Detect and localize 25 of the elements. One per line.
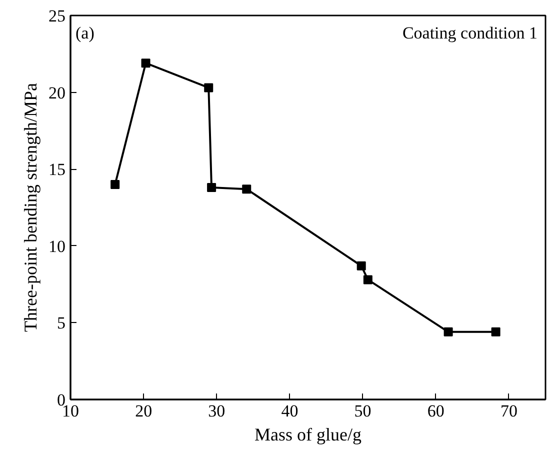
x-tick-label: 70 xyxy=(500,402,518,420)
point xyxy=(444,327,453,336)
x-tick-label: 30 xyxy=(208,402,226,420)
x-tick-label: 50 xyxy=(354,402,372,420)
y-tick-label: 15 xyxy=(48,160,66,180)
x-tick-label: 40 xyxy=(281,402,298,420)
annotation: Coating condition 1 xyxy=(402,24,538,42)
point xyxy=(363,275,372,284)
x-tick-label: 60 xyxy=(427,402,444,420)
point xyxy=(110,180,120,189)
y-tick-label: 10 xyxy=(48,236,66,256)
point xyxy=(356,261,366,270)
point xyxy=(204,83,214,92)
point xyxy=(242,184,252,194)
point xyxy=(207,183,216,192)
x-tick-label: 20 xyxy=(135,402,152,420)
annotation: (a) xyxy=(76,24,94,42)
point xyxy=(141,58,150,68)
y-tick-label: 5 xyxy=(57,314,66,333)
y-tick-label: 25 xyxy=(48,6,66,26)
y-tick-label: 0 xyxy=(57,390,66,410)
point xyxy=(491,327,500,336)
x-axis-title: Mass of glue/g xyxy=(254,424,362,444)
y-axis-title: Three-point bending strength/MPa xyxy=(20,83,40,332)
y-tick-label: 20 xyxy=(48,83,66,102)
